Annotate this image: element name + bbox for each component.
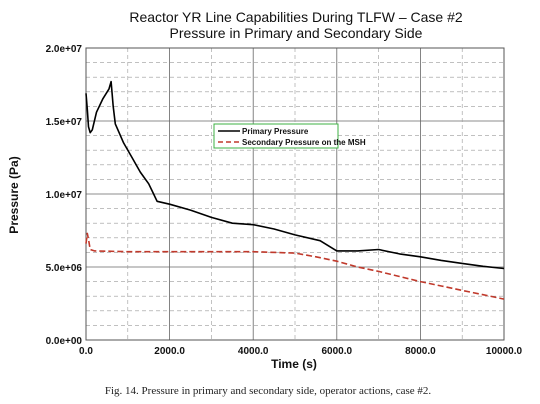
chart-title: Reactor YR Line Capabilities During TLFW… bbox=[129, 9, 463, 25]
y-tick-label: 1.5e+07 bbox=[46, 117, 83, 128]
grid bbox=[86, 48, 504, 340]
x-tick-label: 10000.0 bbox=[486, 346, 523, 357]
y-tick-label: 1.0e+07 bbox=[46, 190, 83, 201]
x-tick-label: 0.0 bbox=[79, 346, 93, 357]
legend-box bbox=[213, 123, 339, 149]
legend: Primary Pressure Secondary Pressure on t… bbox=[213, 123, 366, 149]
x-tick-label: 4000.0 bbox=[238, 346, 269, 357]
figure-caption: Fig. 14. Pressure in primary and seconda… bbox=[105, 385, 431, 397]
y-tick-label: 2.0e+07 bbox=[46, 44, 83, 55]
tick-labels: 0.0 2000.0 4000.0 6000.0 8000.0 10000.0 0.0e+0… bbox=[46, 44, 523, 357]
plot-frame bbox=[85, 47, 505, 341]
y-tick-label: 5.0e+06 bbox=[46, 263, 83, 274]
primary-pressure-line bbox=[85, 80, 505, 270]
x-axis-label: Time (s) bbox=[271, 357, 317, 371]
legend-primary-label: Primary Pressure bbox=[242, 127, 309, 136]
x-tick-label: 2000.0 bbox=[154, 346, 185, 357]
secondary-pressure-line bbox=[85, 232, 505, 300]
y-axis-label: Pressure (Pa) bbox=[7, 156, 21, 233]
chart-subtitle: Pressure in Primary and Secondary Side bbox=[170, 25, 423, 41]
legend-secondary-label: Secondary Pressure on the MSH bbox=[242, 138, 366, 147]
series-layer bbox=[85, 80, 505, 300]
x-tick-label: 8000.0 bbox=[405, 346, 436, 357]
y-tick-label: 0.0e+00 bbox=[46, 336, 83, 347]
x-tick-label: 6000.0 bbox=[322, 346, 353, 357]
